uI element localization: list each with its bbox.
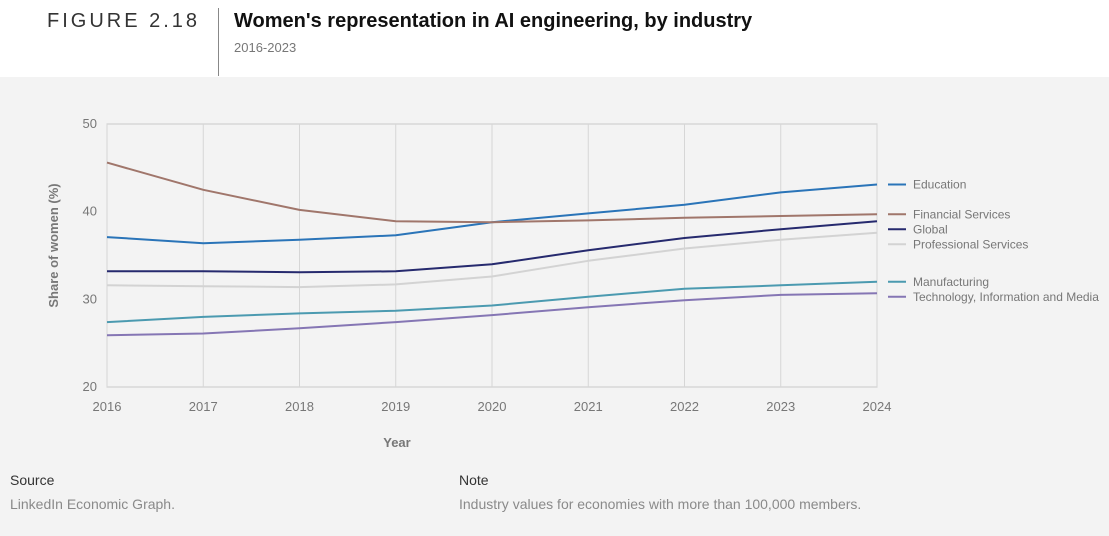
- x-tick-label: 2018: [285, 399, 314, 414]
- x-tick-label: 2021: [574, 399, 603, 414]
- x-tick-label: 2023: [766, 399, 795, 414]
- series-line: [106, 161, 878, 224]
- y-tick-label: 20: [83, 379, 97, 394]
- x-tick-label: 2019: [381, 399, 410, 414]
- line-chart: 2016 2017 2018 2019 2020 2021 2022 2023 2024 20 30…: [46, 116, 1099, 450]
- chart-title: Women's representation in AI engineering…: [234, 10, 753, 32]
- legend-label: Education: [913, 177, 966, 191]
- y-axis-label: Share of women (%): [46, 183, 61, 307]
- x-tick-label: 2020: [478, 399, 507, 414]
- source-label: Source: [10, 472, 55, 488]
- legend-label: Global: [913, 222, 948, 236]
- legend-label: Manufacturing: [913, 275, 989, 289]
- y-tick-label: 40: [83, 204, 97, 219]
- x-tick-label: 2022: [670, 399, 699, 414]
- source-text: LinkedIn Economic Graph.: [10, 496, 175, 512]
- series-line: [106, 231, 878, 289]
- x-tick-label: 2024: [863, 399, 892, 414]
- legend-label: Professional Services: [913, 237, 1028, 251]
- note-text: Industry values for economies with more …: [459, 496, 862, 512]
- x-tick-label: 2017: [189, 399, 218, 414]
- chart-subtitle: 2016-2023: [234, 40, 297, 55]
- figure-header: FIGURE 2.18 Women's representation in AI…: [0, 0, 1109, 77]
- series-line: [106, 292, 878, 337]
- y-tick-label: 30: [83, 291, 97, 306]
- x-tick-label: 2016: [93, 399, 122, 414]
- series-line: [107, 220, 878, 274]
- legend-label: Technology, Information and Media: [913, 290, 1099, 304]
- y-tick-label: 50: [83, 116, 97, 131]
- x-axis-label: Year: [383, 435, 410, 450]
- figure-number: FIGURE 2.18: [47, 10, 201, 32]
- series-line: [106, 280, 878, 324]
- header-divider: [218, 8, 219, 76]
- legend-label: Financial Services: [913, 207, 1010, 221]
- note-label: Note: [459, 472, 489, 488]
